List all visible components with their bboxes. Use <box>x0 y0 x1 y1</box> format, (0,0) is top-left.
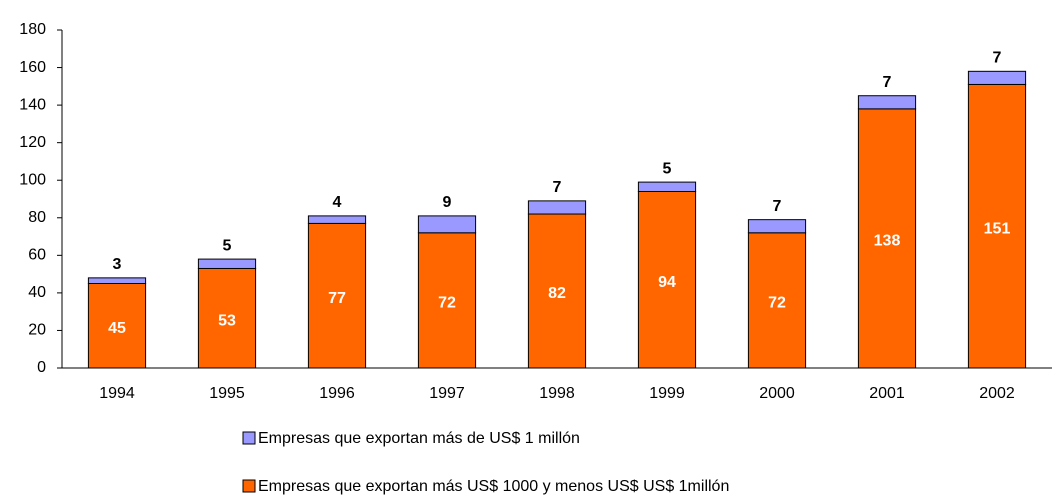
y-tick-label: 80 <box>28 209 46 226</box>
legend-swatch <box>242 431 256 445</box>
x-tick-label: 1996 <box>319 385 355 402</box>
x-tick-label: 1999 <box>649 385 685 402</box>
data-label: 4 <box>333 194 342 211</box>
bar-segment <box>87 277 147 285</box>
data-label: 3 <box>113 256 122 273</box>
x-tick-label: 2001 <box>869 385 905 402</box>
data-label: 45 <box>108 320 126 337</box>
y-tick-label: 40 <box>28 284 46 301</box>
bar-segment <box>747 219 807 234</box>
x-tick-label: 1997 <box>429 385 465 402</box>
bar-segment <box>417 215 477 234</box>
legend-label: Empresas que exportan más de US$ 1 milló… <box>258 430 580 447</box>
bar-segment <box>747 232 807 369</box>
data-label: 151 <box>984 220 1011 237</box>
data-label: 7 <box>993 50 1002 67</box>
bar-segment <box>857 95 917 110</box>
data-label: 82 <box>548 285 566 302</box>
y-tick-label: 120 <box>19 134 46 151</box>
data-label: 72 <box>768 295 786 312</box>
data-label: 138 <box>874 233 901 250</box>
data-label: 7 <box>883 74 892 91</box>
bar-segment <box>527 200 587 215</box>
data-label: 72 <box>438 295 456 312</box>
bar-segment <box>637 190 697 369</box>
x-tick-label: 1994 <box>99 385 135 402</box>
y-tick-label: 60 <box>28 247 46 264</box>
data-label: 7 <box>773 198 782 215</box>
data-label: 9 <box>443 194 452 211</box>
y-tick-label: 20 <box>28 322 46 339</box>
bar-segment <box>857 108 917 369</box>
bar-segment <box>637 181 697 192</box>
data-label: 53 <box>218 312 236 329</box>
y-tick-label: 0 <box>37 359 46 376</box>
legend-label: Empresas que exportan más US$ 1000 y men… <box>258 478 729 495</box>
data-label: 5 <box>223 237 232 254</box>
y-tick-label: 140 <box>19 96 46 113</box>
data-label: 5 <box>663 160 672 177</box>
legend-swatch <box>242 479 256 493</box>
y-tick-label: 160 <box>19 59 46 76</box>
x-tick-label: 2002 <box>979 385 1015 402</box>
x-tick-label: 1998 <box>539 385 575 402</box>
bar-segment <box>967 70 1027 85</box>
data-label: 94 <box>658 274 676 291</box>
data-label: 7 <box>553 179 562 196</box>
y-tick-label: 100 <box>19 171 46 188</box>
x-tick-label: 2000 <box>759 385 795 402</box>
bar-segment <box>527 213 587 369</box>
data-label: 77 <box>328 290 346 307</box>
bar-segment <box>197 258 257 269</box>
x-tick-label: 1995 <box>209 385 245 402</box>
y-tick-label: 180 <box>19 21 46 38</box>
bar-segment <box>87 283 147 369</box>
bar-segment <box>307 215 367 224</box>
